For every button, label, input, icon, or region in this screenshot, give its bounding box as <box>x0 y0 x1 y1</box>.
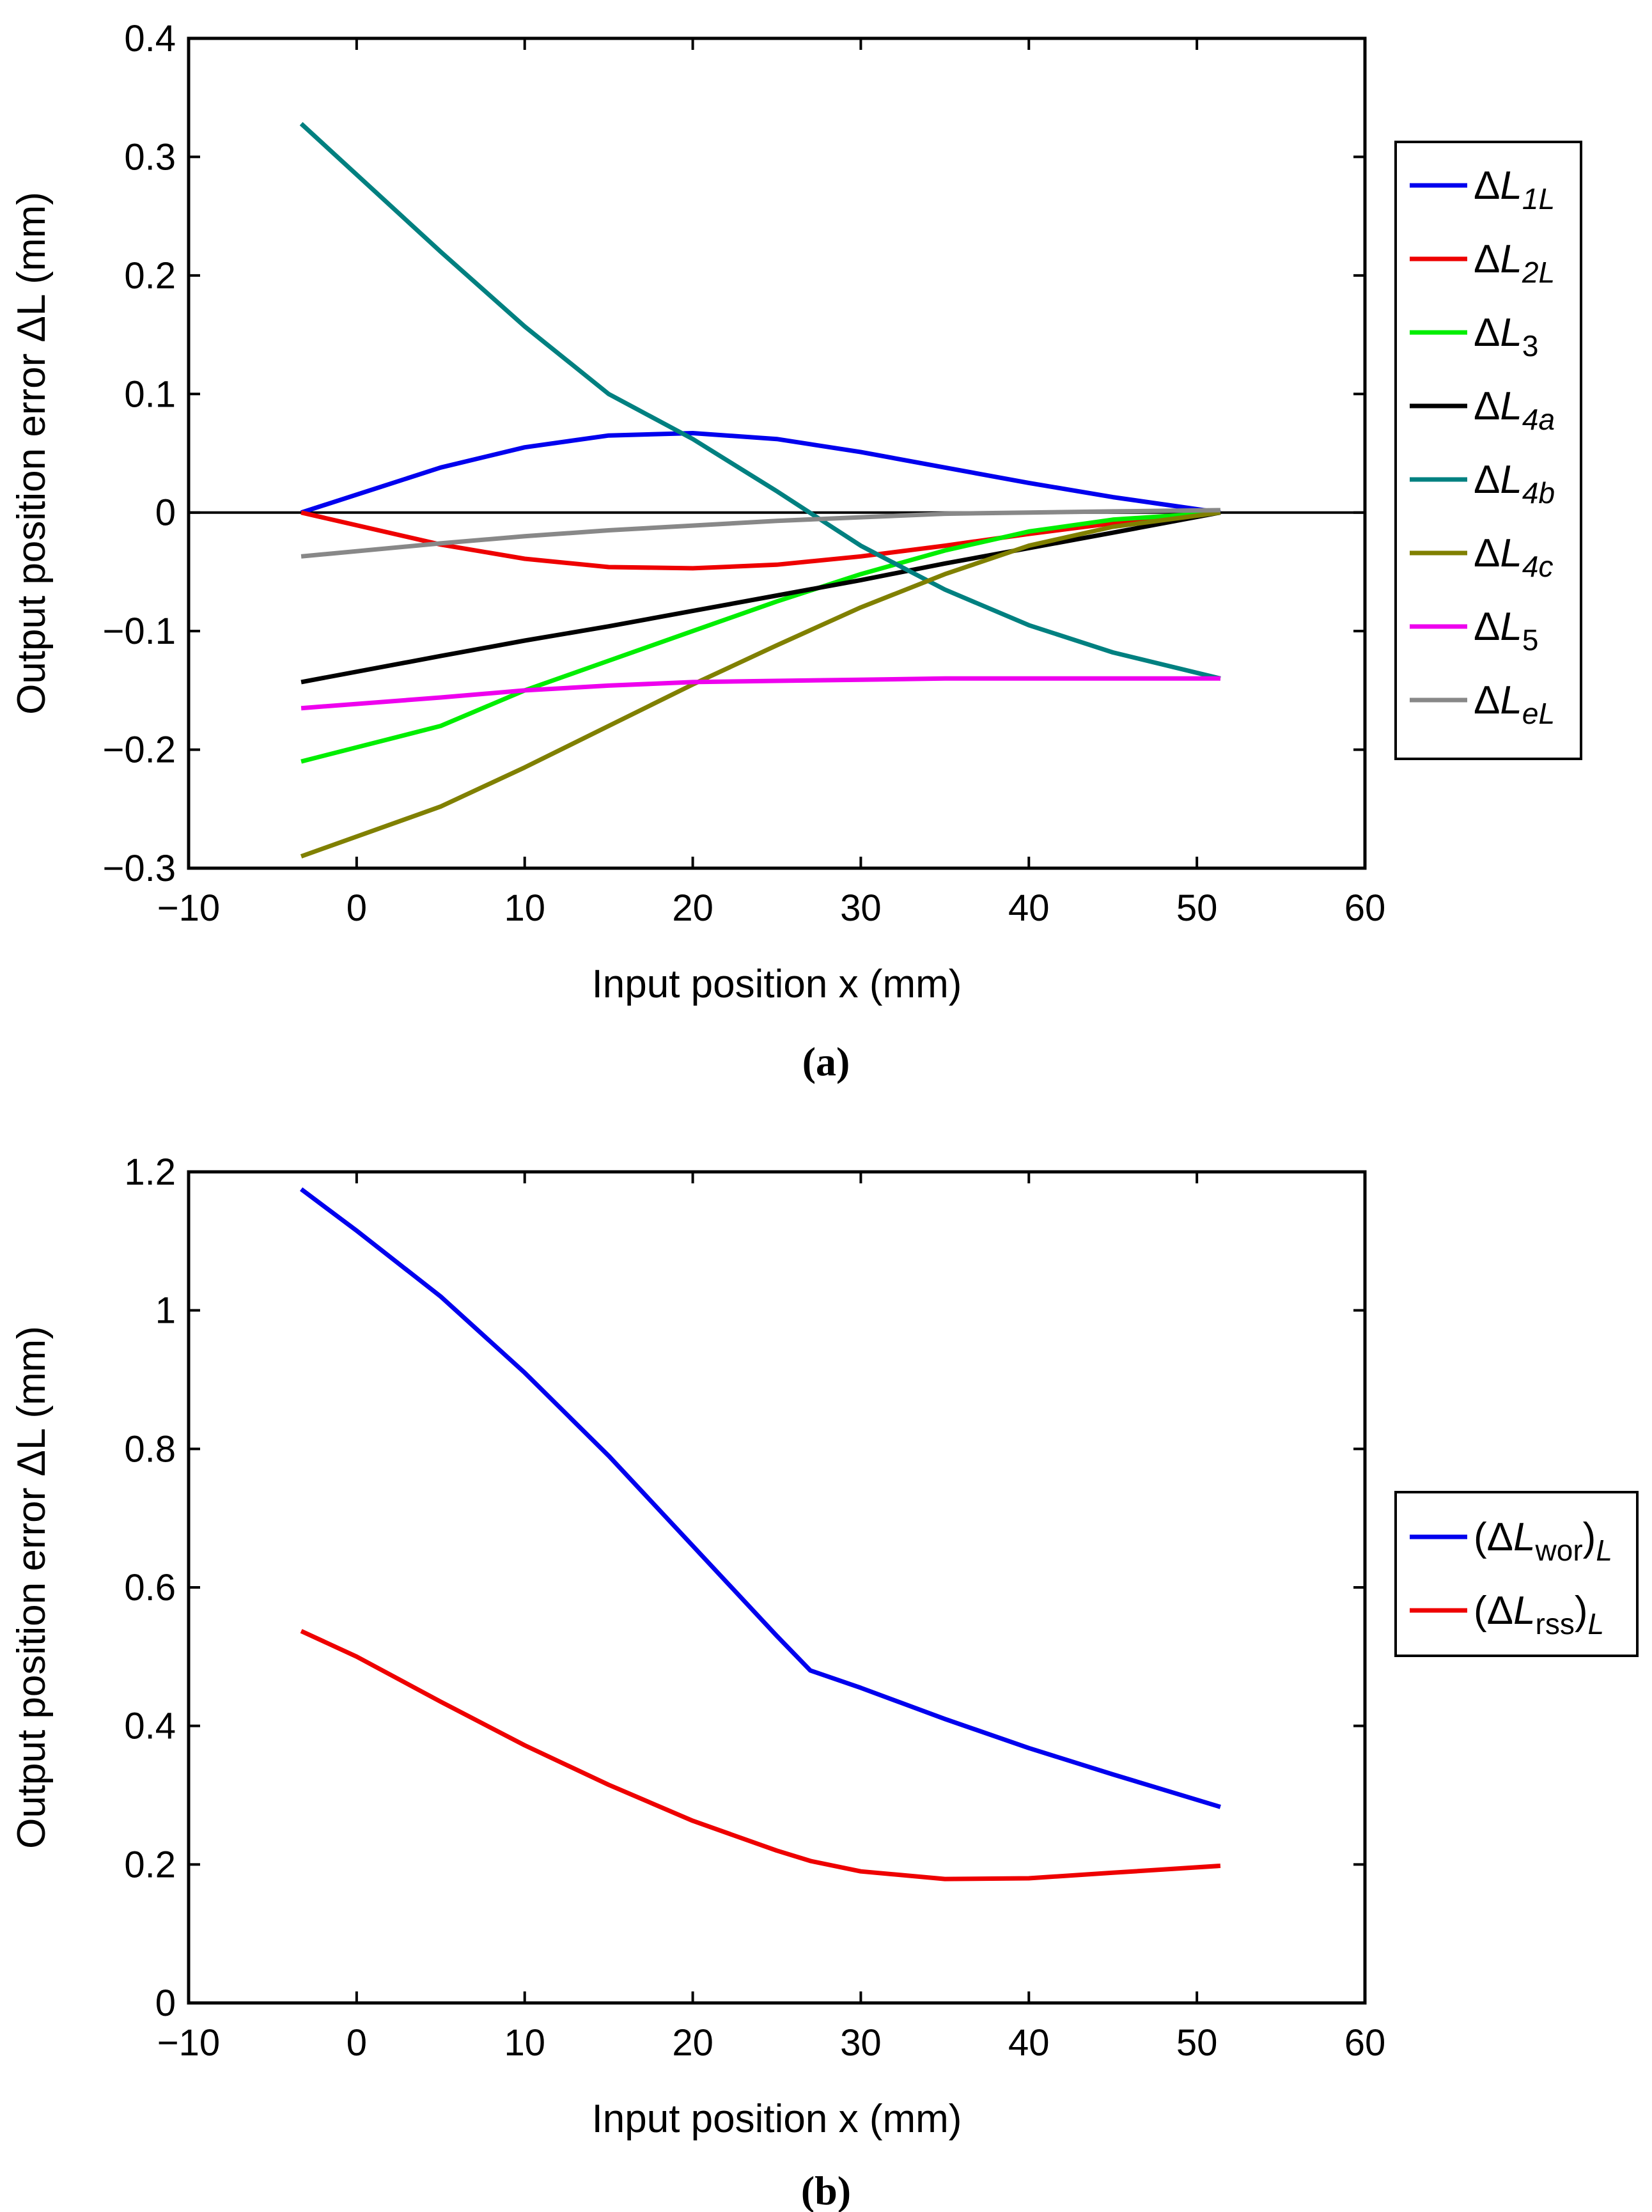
legend-label: ΔL3 <box>1474 311 1539 362</box>
x-tick-label: 30 <box>840 887 882 929</box>
series-line <box>300 431 1221 515</box>
tick-marks <box>187 1171 1366 2004</box>
legend-label: ΔL5 <box>1474 605 1539 657</box>
series-line <box>299 121 1221 681</box>
x-tick-label: 10 <box>504 887 545 929</box>
legend-label: ΔL2L <box>1474 237 1555 289</box>
x-tick-label: 20 <box>672 887 713 929</box>
series-line <box>300 1629 1221 1881</box>
tick-marks <box>187 37 1366 869</box>
y-tick-label: 0.2 <box>124 255 176 297</box>
legend-label: ΔL1L <box>1474 164 1555 215</box>
series-lines <box>299 121 1221 859</box>
x-tick-label: 40 <box>1008 2022 1050 2064</box>
y-tick-label: 0.4 <box>124 1706 176 1747</box>
y-axis-label: Output position error ΔL (mm) <box>10 192 54 715</box>
legend-entries: ΔL1L ΔL2L ΔL3 ΔL4a ΔL4b ΔL4c ΔL5 ΔLeL <box>1410 164 1555 730</box>
legend: (ΔLwor)L (ΔLrss)L <box>1394 1491 1639 1657</box>
legend-label: (ΔLwor)L <box>1474 1515 1612 1567</box>
series-line <box>300 510 1221 685</box>
legend-entries: (ΔLwor)L (ΔLrss)L <box>1410 1515 1612 1640</box>
chart-panel-b: −10 0 10 20 30 40 50 60 0 0.2 0.4 0.6 0.… <box>10 1151 1639 2212</box>
x-tick-label: 10 <box>504 2022 545 2064</box>
y-tick-label: 0.6 <box>124 1567 176 1608</box>
x-tick-label: −10 <box>157 887 220 929</box>
y-axis-label: Output position error ΔL (mm) <box>10 1326 54 1849</box>
legend-label: ΔL4a <box>1474 384 1555 436</box>
series-line <box>300 510 1221 571</box>
x-axis-label: Input position x (mm) <box>592 962 962 1006</box>
y-tick-label: 0 <box>155 1982 176 2024</box>
series-line <box>300 676 1220 711</box>
x-tick-label: 60 <box>1344 887 1386 929</box>
series-line <box>300 510 1221 859</box>
x-tick-label: 20 <box>672 2022 713 2064</box>
x-tick-label: 60 <box>1344 2022 1386 2064</box>
plot-frame <box>187 36 1367 870</box>
legend-box <box>1394 1491 1639 1657</box>
legend-box <box>1394 141 1582 760</box>
x-tick-label: 0 <box>347 887 367 929</box>
y-tick-label: 0 <box>155 492 176 534</box>
x-tick-label: 50 <box>1176 2022 1218 2064</box>
y-tick-label: 1.2 <box>124 1151 176 1193</box>
caption: (a) <box>802 1039 850 1084</box>
y-tick-label: −0.1 <box>103 611 176 652</box>
legend-label: ΔLeL <box>1474 678 1555 730</box>
x-tick-label: 0 <box>347 2022 367 2064</box>
series-line <box>300 510 1221 764</box>
x-tick-label: 50 <box>1176 887 1218 929</box>
x-tick-label: 30 <box>840 2022 882 2064</box>
y-tick-labels: 0 0.2 0.4 0.6 0.8 1 1.2 <box>124 1151 176 2024</box>
x-tick-labels: −10 0 10 20 30 40 50 60 <box>157 887 1385 929</box>
y-tick-label: 0.4 <box>124 18 176 59</box>
y-tick-label: 0.8 <box>124 1428 176 1470</box>
y-tick-label: 0.3 <box>124 136 176 178</box>
legend: ΔL1L ΔL2L ΔL3 ΔL4a ΔL4b ΔL4c ΔL5 ΔLeL <box>1394 141 1582 760</box>
legend-label: ΔL4c <box>1474 531 1554 583</box>
y-tick-labels: −0.3 −0.2 −0.1 0 0.1 0.2 0.3 0.4 <box>103 18 176 889</box>
series-line <box>300 1187 1221 1809</box>
x-tick-label: −10 <box>157 2022 220 2064</box>
y-tick-label: −0.2 <box>103 729 176 771</box>
y-tick-label: 0.2 <box>124 1844 176 1885</box>
series-lines <box>300 1187 1221 1881</box>
y-tick-label: 1 <box>155 1290 176 1332</box>
x-tick-label: 40 <box>1008 887 1050 929</box>
chart-panel-a: −10 0 10 20 30 40 50 60 −0.3 −0.2 −0.1 0… <box>10 18 1582 1084</box>
y-tick-label: −0.3 <box>103 848 176 889</box>
legend-label: ΔL4b <box>1474 458 1555 510</box>
x-tick-labels: −10 0 10 20 30 40 50 60 <box>157 2022 1385 2064</box>
plot-frame <box>187 1170 1367 2005</box>
caption: (b) <box>801 2168 851 2212</box>
series-line <box>300 508 1220 559</box>
legend-label: (ΔLrss)L <box>1474 1589 1604 1640</box>
x-axis-label: Input position x (mm) <box>592 2097 962 2141</box>
y-tick-label: 0.1 <box>124 373 176 415</box>
